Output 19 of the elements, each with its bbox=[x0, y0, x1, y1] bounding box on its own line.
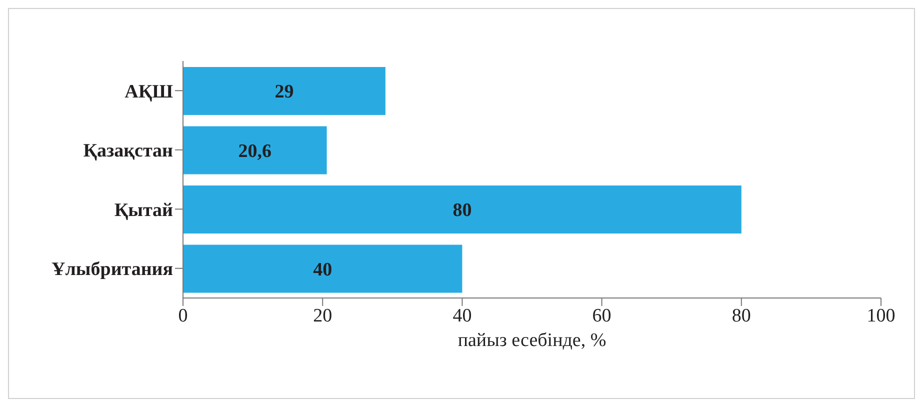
y-tick-label: Ұлыбритания bbox=[52, 259, 173, 280]
x-tick-label: 0 bbox=[178, 305, 188, 326]
bar bbox=[183, 244, 462, 293]
x-tick-label: 100 bbox=[866, 305, 896, 326]
bar bbox=[183, 186, 742, 234]
data-label: 29 bbox=[274, 82, 294, 103]
x-tick-label: 40 bbox=[452, 305, 472, 326]
data-label: 20,6 bbox=[238, 140, 272, 162]
x-axis-title: пайыз есебінде, % bbox=[458, 330, 606, 351]
y-tick-label: Қазақстан bbox=[83, 140, 174, 162]
bar bbox=[183, 126, 327, 174]
y-tick-label: Қытай bbox=[114, 200, 174, 221]
bar bbox=[183, 67, 386, 115]
data-label: 80 bbox=[452, 200, 472, 222]
x-tick-label: 80 bbox=[732, 305, 751, 326]
x-tick-label: 60 bbox=[592, 305, 612, 326]
x-tick-label: 20 bbox=[313, 305, 332, 326]
y-tick-label: АҚШ bbox=[124, 81, 174, 102]
data-label: 40 bbox=[313, 259, 332, 280]
